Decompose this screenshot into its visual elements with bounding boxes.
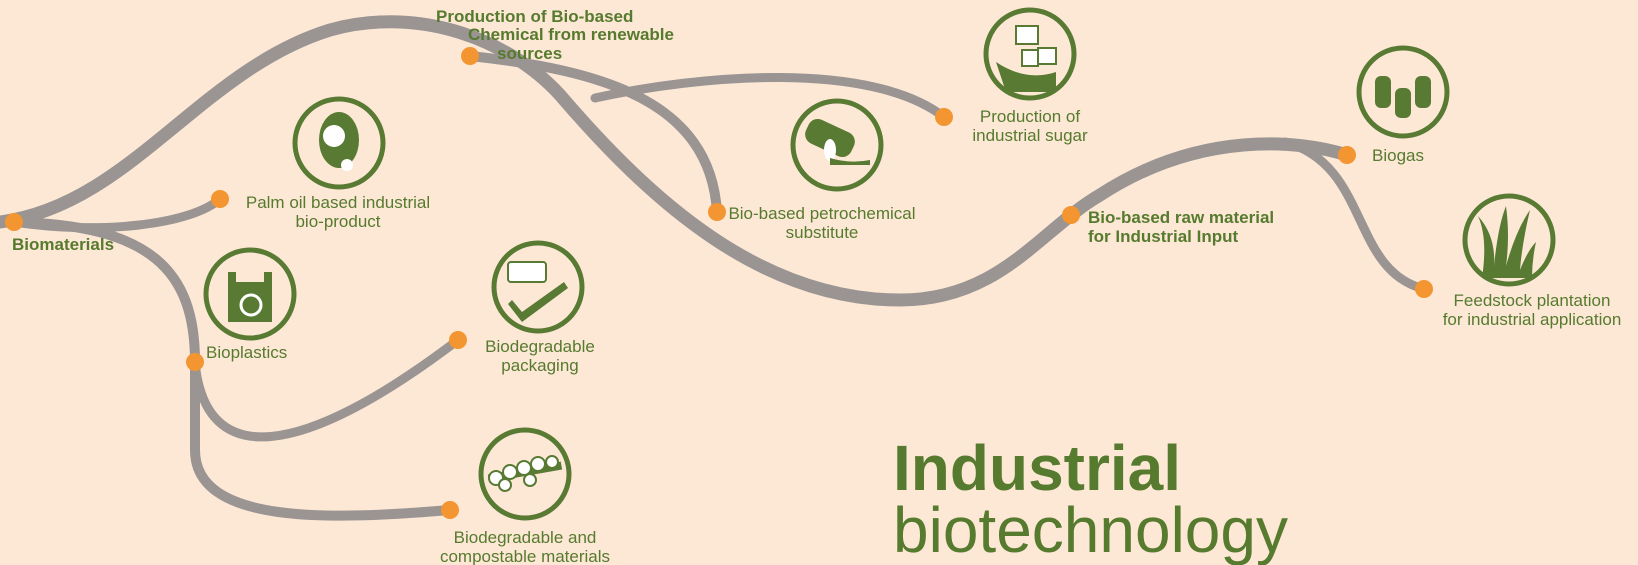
connector xyxy=(0,22,1347,300)
node-label: Feedstock plantation xyxy=(1454,291,1611,310)
node-label: compostable materials xyxy=(440,547,610,565)
biogas-icon xyxy=(1359,48,1447,136)
node-label: Chemical from renewable xyxy=(468,25,674,44)
title-line: biotechnology xyxy=(893,494,1288,565)
node-dot xyxy=(461,47,479,65)
bag-icon xyxy=(206,250,294,338)
node-label: for industrial application xyxy=(1443,310,1622,329)
node-label: Biogas xyxy=(1372,146,1424,165)
packaging-icon xyxy=(494,243,582,331)
node-label: Biodegradable xyxy=(485,337,595,356)
node-dot xyxy=(1415,280,1433,298)
diagram: BiomaterialsPalm oil based industrialbio… xyxy=(0,0,1638,565)
node-dot xyxy=(5,213,23,231)
node-label: Biomaterials xyxy=(12,235,114,254)
node-label: packaging xyxy=(501,356,579,375)
node-dot xyxy=(186,353,204,371)
sugar-icon xyxy=(986,10,1074,98)
page: BiomaterialsPalm oil based industrialbio… xyxy=(0,0,1638,565)
node-dot xyxy=(449,331,467,349)
node-label: Bioplastics xyxy=(206,343,287,362)
feedstock-icon xyxy=(1465,196,1553,284)
node-label: bio-product xyxy=(295,212,380,231)
petrochemical-icon xyxy=(793,101,881,189)
node-label: Production of xyxy=(980,107,1080,126)
palm-icon xyxy=(295,99,383,187)
node-label: sources xyxy=(497,44,562,63)
node-dot xyxy=(441,501,459,519)
node-dot xyxy=(211,190,229,208)
node-label: substitute xyxy=(786,223,859,242)
node-dot xyxy=(935,108,953,126)
node-label: for Industrial Input xyxy=(1088,227,1238,246)
node-label: Bio-based raw material xyxy=(1088,208,1274,227)
dots xyxy=(5,47,1433,519)
node-label: Biodegradable and xyxy=(454,528,597,547)
node-dot xyxy=(708,203,726,221)
connector xyxy=(14,222,450,516)
node-dot xyxy=(1062,206,1080,224)
node-label: industrial sugar xyxy=(972,126,1088,145)
node-label: Bio-based petrochemical xyxy=(728,204,915,223)
node-dot xyxy=(1338,146,1356,164)
compostable-icon xyxy=(481,430,569,518)
node-label: Production of Bio-based xyxy=(436,7,633,26)
node-label: Palm oil based industrial xyxy=(246,193,430,212)
